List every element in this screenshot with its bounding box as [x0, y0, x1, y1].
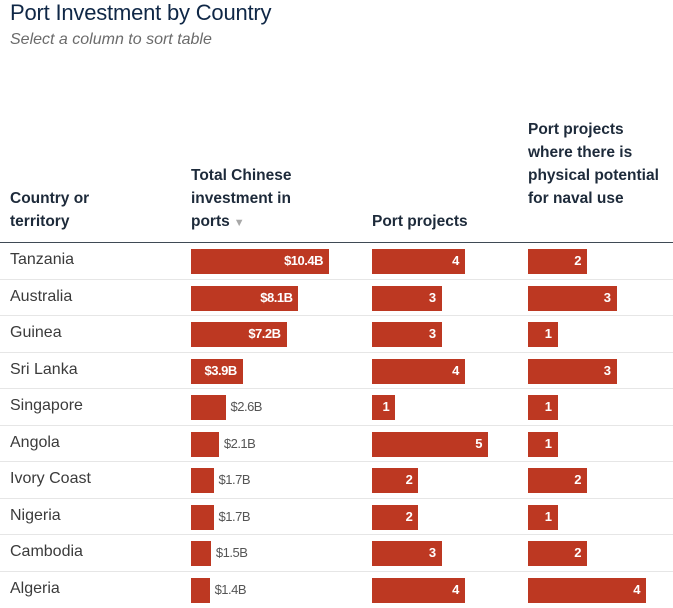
- country-name: Tanzania: [10, 251, 74, 269]
- table-row: Algeria $1.4B 4 4: [0, 572, 673, 608]
- investment-label: $3.9B: [205, 363, 237, 378]
- table-row: Cambodia $1.5B 3 2: [0, 535, 673, 572]
- naval-label: 3: [604, 363, 611, 378]
- naval-bar: [528, 322, 558, 347]
- table-row: Australia $8.1B 3 3: [0, 280, 673, 317]
- country-name: Cambodia: [10, 543, 83, 561]
- projects-label: 3: [429, 290, 436, 305]
- country-name: Sri Lanka: [10, 361, 78, 379]
- table-row: Guinea $7.2B 3 1: [0, 316, 673, 353]
- projects-label: 4: [452, 582, 459, 597]
- investment-label: $1.5B: [216, 545, 247, 560]
- sort-descending-icon: ▼: [234, 217, 245, 229]
- investment-bar: [191, 505, 214, 530]
- investment-bar: [191, 395, 226, 420]
- investment-label: $1.7B: [219, 472, 250, 487]
- naval-bar: [528, 432, 558, 457]
- naval-label: 1: [545, 326, 552, 341]
- column-header-naval[interactable]: Port projects where there is physical po…: [528, 118, 668, 210]
- country-name: Singapore: [10, 397, 83, 415]
- projects-label: 2: [406, 509, 413, 524]
- naval-bar: [528, 505, 558, 530]
- naval-label: 2: [574, 545, 581, 560]
- projects-label: 5: [475, 436, 482, 451]
- naval-label: 1: [545, 509, 552, 524]
- naval-label: 2: [574, 253, 581, 268]
- country-name: Nigeria: [10, 507, 61, 525]
- investment-label: $1.7B: [219, 509, 250, 524]
- column-header-investment[interactable]: Total Chinese investment in ports▼: [191, 164, 341, 235]
- investment-label: $2.1B: [224, 436, 255, 451]
- naval-label: 4: [633, 582, 640, 597]
- naval-bar: [528, 395, 558, 420]
- chart-title: Port Investment by Country: [10, 0, 271, 26]
- projects-bar: [372, 249, 465, 274]
- country-name: Ivory Coast: [10, 470, 91, 488]
- column-header-projects[interactable]: Port projects: [372, 210, 512, 233]
- projects-bar: [372, 359, 465, 384]
- projects-label: 1: [382, 399, 389, 414]
- table-body: Tanzania $10.4B 4 2 Australia $8.1B 3 3 Guinea $7…: [0, 243, 673, 608]
- chart-subtitle: Select a column to sort table: [10, 31, 212, 49]
- investment-bar: [191, 432, 219, 457]
- country-name: Guinea: [10, 324, 62, 342]
- investment-label: $2.6B: [231, 399, 262, 414]
- projects-bar: [372, 578, 465, 603]
- projects-label: 3: [429, 326, 436, 341]
- country-name: Angola: [10, 434, 60, 452]
- column-header-country-label: Country or territory: [10, 190, 89, 230]
- naval-bar: [528, 578, 646, 603]
- projects-label: 4: [452, 253, 459, 268]
- table-row: Singapore $2.6B 1 1: [0, 389, 673, 426]
- projects-bar: [372, 432, 488, 457]
- investment-bar: [191, 541, 211, 566]
- table-row: Sri Lanka $3.9B 4 3: [0, 353, 673, 390]
- naval-label: 2: [574, 472, 581, 487]
- table-row: Ivory Coast $1.7B 2 2: [0, 462, 673, 499]
- investment-label: $8.1B: [260, 290, 292, 305]
- investment-label: $1.4B: [215, 582, 246, 597]
- investment-label: $10.4B: [284, 253, 323, 268]
- column-header-country[interactable]: Country or territory: [10, 187, 150, 233]
- investment-bar: [191, 468, 214, 493]
- country-name: Australia: [10, 288, 72, 306]
- country-name: Algeria: [10, 580, 60, 598]
- naval-label: 1: [545, 399, 552, 414]
- projects-label: 2: [406, 472, 413, 487]
- column-header-naval-label: Port projects where there is physical po…: [528, 121, 659, 207]
- projects-label: 4: [452, 363, 459, 378]
- naval-label: 1: [545, 436, 552, 451]
- table-row: Tanzania $10.4B 4 2: [0, 243, 673, 280]
- investment-bar: [191, 578, 210, 603]
- table-row: Angola $2.1B 5 1: [0, 426, 673, 463]
- projects-label: 3: [429, 545, 436, 560]
- column-header-projects-label: Port projects: [372, 213, 468, 230]
- investment-label: $7.2B: [248, 326, 280, 341]
- naval-label: 3: [604, 290, 611, 305]
- table-row: Nigeria $1.7B 2 1: [0, 499, 673, 536]
